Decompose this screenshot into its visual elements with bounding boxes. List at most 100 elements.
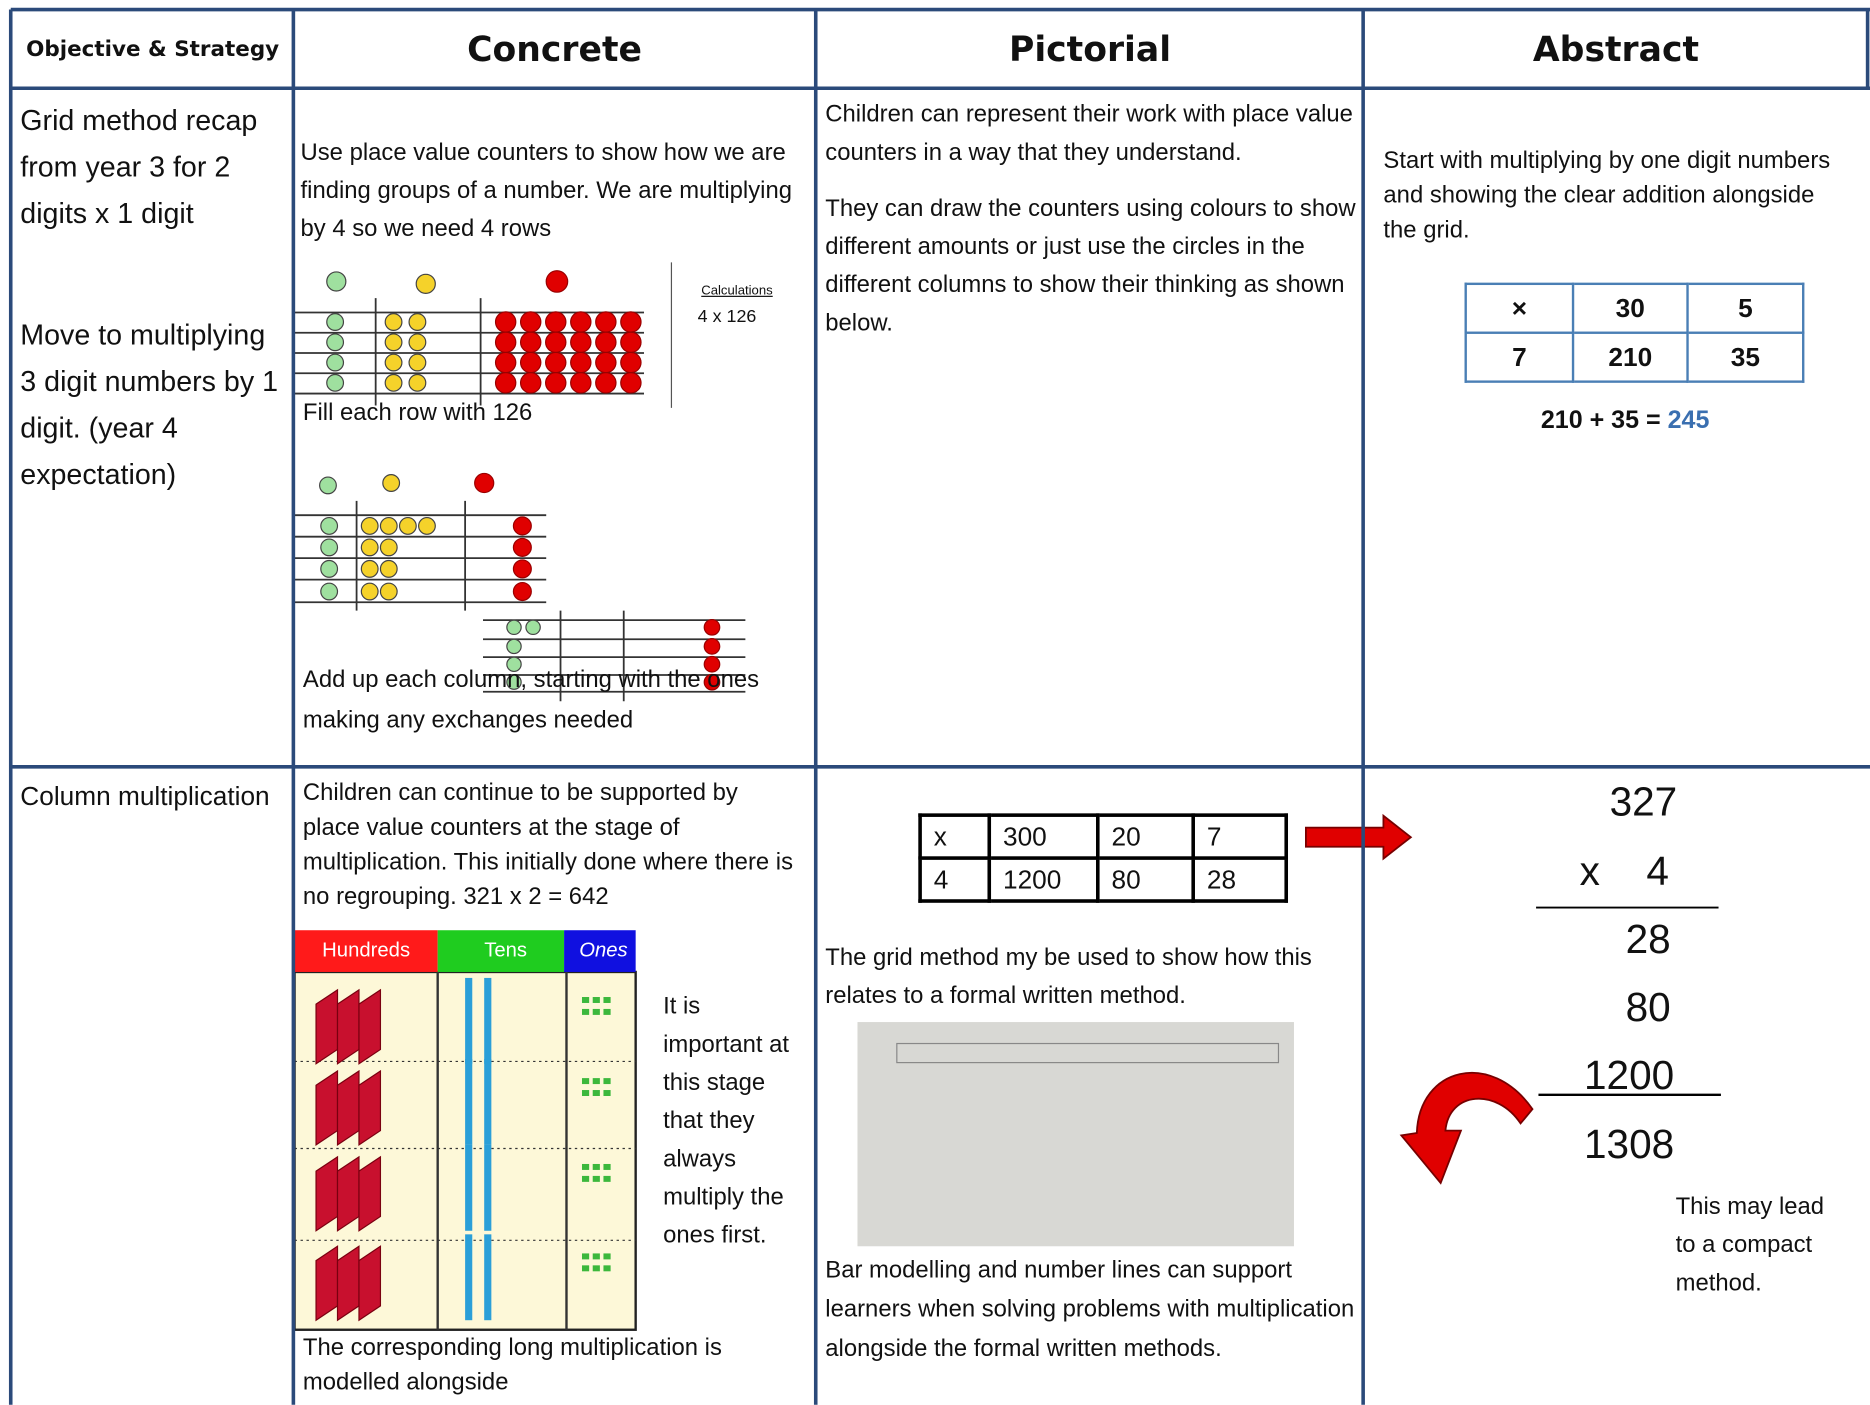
counter — [474, 472, 495, 494]
one-cube — [592, 1078, 600, 1085]
ten-rod — [484, 1234, 492, 1321]
ten-rod — [465, 1059, 473, 1145]
one-cube — [581, 1253, 590, 1260]
one-cube — [581, 1078, 590, 1085]
header-abstract: Abstract — [1532, 28, 1700, 70]
sum-result: 245 — [1667, 406, 1710, 435]
one-cube — [592, 1008, 600, 1015]
label: 4 — [1646, 849, 1669, 895]
counter — [703, 638, 721, 655]
ten-rod — [465, 977, 473, 1064]
label: x — [1579, 849, 1600, 895]
ten-rod — [484, 977, 492, 1064]
text: It is important at this stage that they … — [663, 993, 790, 1249]
counter — [320, 582, 339, 601]
counter — [326, 353, 345, 372]
counter — [512, 537, 532, 557]
grid: x 300 20 7 4 1200 80 28 — [918, 813, 1289, 903]
label: 1200 — [1583, 1053, 1675, 1099]
counter — [379, 538, 398, 557]
counter — [408, 373, 427, 392]
header-concrete: Concrete — [467, 28, 642, 70]
counter — [595, 372, 617, 394]
counter — [545, 331, 567, 354]
counter — [545, 270, 569, 293]
counter — [545, 311, 567, 333]
counter — [408, 353, 427, 372]
one-cube — [581, 1265, 590, 1272]
counter — [398, 516, 417, 535]
one-cube — [603, 1163, 611, 1170]
one-cube — [592, 1163, 600, 1170]
counter — [326, 271, 347, 292]
label: Hundreds — [322, 938, 411, 962]
text: The grid method my be used to show how t… — [825, 944, 1312, 1009]
text: Bar modelling and number lines can suppo… — [825, 1257, 1355, 1362]
counter — [494, 372, 517, 394]
counter — [512, 581, 532, 602]
counter — [494, 351, 517, 374]
label: 327 — [1609, 779, 1678, 826]
counter — [360, 516, 379, 535]
counter — [595, 351, 617, 374]
counter — [512, 559, 532, 579]
ten-rod — [465, 1234, 473, 1321]
counter — [494, 331, 517, 354]
counter — [506, 674, 522, 690]
counter — [703, 673, 721, 691]
text: This may lead to a compact method. — [1675, 1193, 1825, 1297]
counter — [506, 656, 522, 673]
one-cube — [603, 1265, 611, 1272]
counter — [519, 372, 542, 394]
counter — [408, 313, 427, 331]
text: They can draw the counters using colours… — [825, 195, 1356, 337]
counter — [384, 353, 403, 372]
grid-cell: × — [1464, 282, 1575, 334]
column-header — [294, 930, 438, 972]
grid-cell: 28 — [1191, 856, 1289, 903]
one-cube — [592, 1090, 600, 1096]
objective: Move to multiplying 3 digit numbers by 1… — [20, 319, 279, 492]
text: Fill each row with 126 — [302, 399, 533, 426]
counter — [620, 372, 642, 394]
one-cube — [603, 997, 611, 1003]
text: The corresponding long multiplication is… — [302, 1334, 722, 1396]
counter — [506, 619, 522, 636]
counter — [320, 538, 339, 557]
counter — [595, 311, 617, 333]
hundred-block — [358, 1155, 382, 1232]
arrow — [1305, 813, 1413, 861]
sum-text: 210 + 35 = — [1540, 406, 1661, 435]
counter — [620, 311, 642, 333]
one-cube — [581, 997, 590, 1003]
counter — [595, 331, 617, 354]
counter — [379, 516, 398, 535]
label: Tens — [484, 938, 528, 962]
counter — [512, 516, 532, 536]
text: Use place value counters to show how we … — [300, 139, 792, 243]
curved-arrow — [1399, 1071, 1534, 1185]
counter — [545, 351, 567, 374]
text: Children can continue to be supported by… — [302, 779, 794, 910]
counter — [519, 331, 542, 354]
grid-cell: 210 — [1571, 331, 1689, 383]
counter — [415, 273, 436, 294]
counter — [326, 313, 345, 331]
counter — [703, 655, 721, 673]
counter — [494, 311, 517, 333]
grid-cell: 1200 — [987, 856, 1100, 903]
counter — [525, 619, 541, 636]
grid-cell: 300 — [987, 813, 1100, 860]
text: Children can represent their work with p… — [825, 101, 1353, 166]
column-header — [564, 930, 636, 972]
counter — [703, 618, 721, 636]
one-cube — [592, 1265, 600, 1272]
ten-rod — [484, 1144, 492, 1231]
hundred-block — [358, 1245, 382, 1322]
counter — [620, 331, 642, 354]
objective: Column multiplication — [20, 781, 270, 811]
one-cube — [603, 1090, 611, 1096]
grid-cell: 20 — [1095, 813, 1195, 860]
counter — [382, 474, 401, 492]
hundred-block — [358, 988, 382, 1065]
